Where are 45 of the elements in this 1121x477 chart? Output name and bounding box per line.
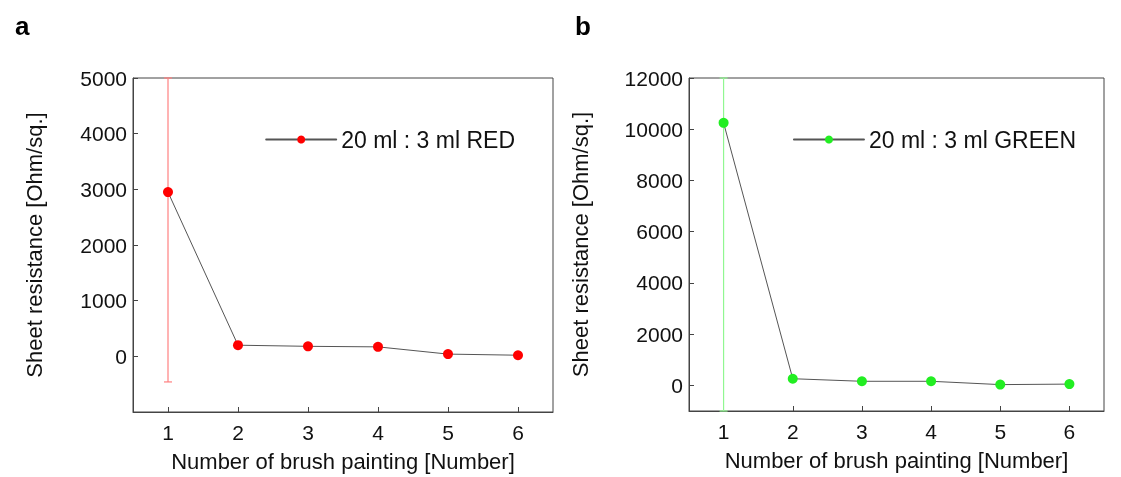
y-tick-label: 0: [115, 344, 127, 368]
y-axis-title: Sheet resistance [Ohm/sq.]: [21, 112, 47, 378]
point: [513, 350, 523, 361]
point: [233, 340, 243, 351]
x-axis-title: Number of brush painting [Number]: [724, 447, 1069, 473]
x-tick-label: 6: [512, 421, 524, 444]
chart-title: a: [15, 11, 30, 41]
x-tick-label: 1: [162, 421, 174, 444]
y-tick-label: 10000: [624, 117, 683, 141]
y-tick-label: 2000: [80, 233, 127, 257]
x-tick-label: 2: [232, 421, 244, 444]
y-tick-label: 4000: [636, 271, 683, 295]
y-axis-title: Sheet resistance [Ohm/sq.]: [567, 111, 593, 378]
point: [303, 341, 313, 352]
y-tick-label: 4000: [80, 122, 127, 146]
point: [1064, 379, 1075, 390]
y-tick-label: 0: [671, 373, 683, 397]
x-tick-label: 6: [1063, 420, 1076, 443]
x-tick-label: 2: [786, 420, 799, 443]
point: [163, 187, 173, 198]
x-tick-label: 4: [372, 421, 385, 444]
y-tick-label: 5000: [80, 66, 127, 90]
y-tick-label: 8000: [636, 168, 683, 192]
x-tick-label: 1: [717, 420, 730, 443]
y-tick-label: 12000: [624, 66, 683, 90]
point: [995, 379, 1006, 390]
y-tick-label: 3000: [80, 177, 127, 201]
point: [787, 373, 798, 384]
legend-label: 20 ml : 3 ml RED: [341, 126, 516, 153]
legend-label: 20 ml : 3 ml GREEN: [868, 126, 1076, 153]
point: [926, 376, 937, 387]
y-tick-label: 6000: [636, 220, 683, 244]
point: [718, 117, 729, 128]
x-tick-label: 3: [856, 420, 868, 443]
x-tick-label: 5: [994, 420, 1007, 443]
point: [373, 341, 383, 352]
x-axis-title: Number of brush painting [Number]: [171, 448, 515, 474]
point: [856, 376, 867, 387]
x-tick-label: 5: [442, 421, 454, 444]
x-tick-label: 3: [302, 421, 314, 444]
x-tick-label: 4: [925, 420, 938, 443]
chart-title: b: [575, 11, 591, 41]
point: [443, 349, 453, 360]
y-tick-label: 1000: [80, 289, 127, 313]
y-tick-label: 2000: [636, 322, 683, 346]
